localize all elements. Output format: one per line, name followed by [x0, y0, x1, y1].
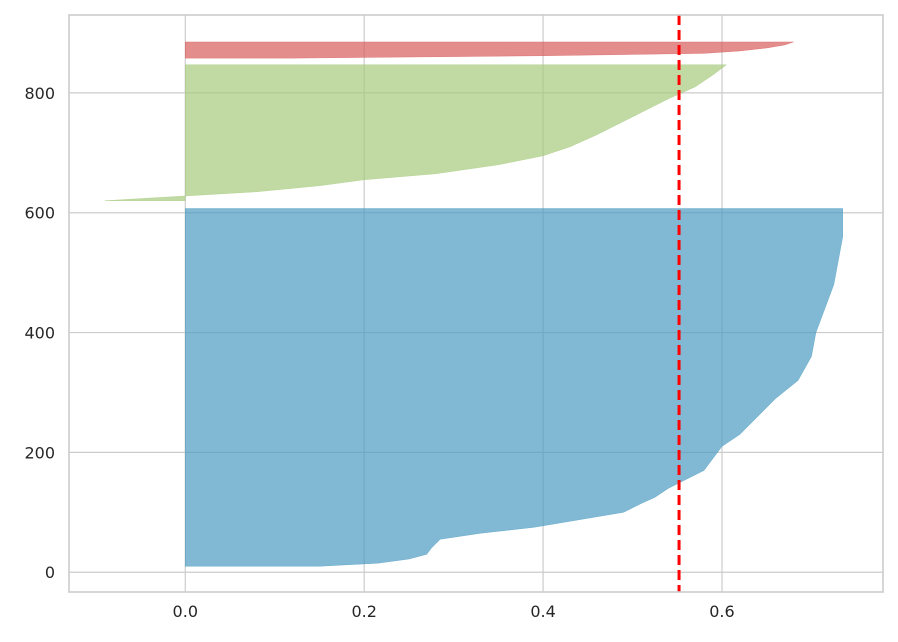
cluster-1-silhouette [104, 64, 728, 201]
cluster-2-silhouette [185, 41, 794, 59]
plot-frame [68, 14, 884, 593]
cluster-0-silhouette [185, 208, 843, 567]
x-tick-label: 0.4 [530, 602, 555, 621]
y-tick-label: 400 [24, 324, 55, 343]
x-tick-label: 0.2 [351, 602, 376, 621]
y-tick-label: 600 [24, 204, 55, 223]
x-tick-label: 0.0 [173, 602, 198, 621]
y-tick-label: 200 [24, 443, 55, 462]
y-tick-label: 800 [24, 84, 55, 103]
x-tick-label: 0.6 [709, 602, 734, 621]
y-axis-ticks: 0 200 400 600 800 [24, 84, 55, 582]
y-tick-label: 0 [45, 563, 55, 582]
x-axis-ticks: 0.0 0.2 0.4 0.6 [173, 602, 735, 621]
silhouette-clusters [104, 41, 843, 567]
